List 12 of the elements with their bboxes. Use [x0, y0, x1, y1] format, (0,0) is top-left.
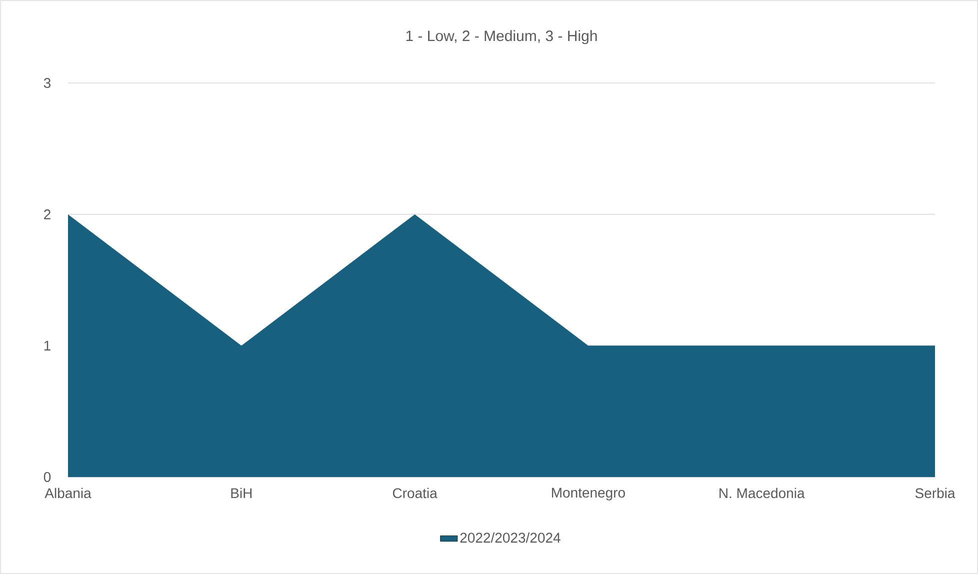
x-tick-label: Serbia [915, 488, 956, 498]
y-tick-label: 2 [44, 209, 50, 220]
y-tick-label: 3 [44, 78, 51, 88]
x-tick-label: Croatia [392, 488, 438, 498]
x-tick-label: N. Macedonia [720, 488, 805, 498]
x-tick-label: Montenegro [552, 488, 625, 500]
y-tick-label: 1 [44, 340, 50, 350]
x-tick-label: Albania [44, 488, 92, 498]
x-tick-label: BiH [231, 488, 252, 498]
legend-label: 2022/2023/2024 [460, 532, 560, 543]
y-tick-label: 0 [44, 472, 51, 482]
chart-title: 1 - Low, 2 - Medium, 3 - High [406, 30, 597, 44]
